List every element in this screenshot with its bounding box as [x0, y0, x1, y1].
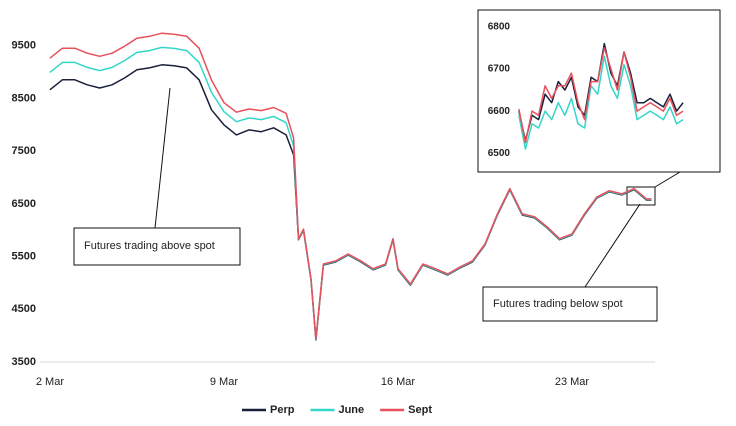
series-line: [518, 47, 684, 144]
annotation-pointer: [584, 203, 641, 288]
zoom-box: [626, 186, 656, 206]
annotation: Futures trading above spot: [84, 240, 215, 252]
y-tick-label: 6500: [488, 148, 511, 159]
y-tick-label: 6500: [12, 198, 36, 210]
annotation-box: [482, 286, 658, 322]
inset-plot: 6500 6600 6700 6800: [488, 21, 684, 159]
y-tick-label: 9500: [12, 40, 36, 52]
y-tick-label: 7500: [12, 145, 36, 157]
y-tick-label: 5500: [12, 251, 36, 263]
annotation: Futures trading below spot: [493, 298, 623, 310]
x-tick-label: 16 Mar: [381, 376, 416, 388]
zoom-connector: [654, 171, 681, 188]
y-tick-label: 8500: [12, 92, 36, 104]
main-plot: 3500 4500 5500 6500 7500 8500 9500 2 Mar 9 Mar 16…: [12, 32, 655, 416]
legend-label: June: [338, 404, 364, 416]
legend-label: Sept: [408, 404, 432, 416]
y-tick-label: 6700: [488, 64, 511, 75]
y-tick-label: 4500: [12, 303, 36, 315]
x-tick-label: 9 Mar: [210, 376, 238, 388]
y-tick-label: 6800: [488, 21, 511, 32]
annotation-pointer: [154, 87, 171, 229]
legend-label: Perp: [270, 404, 295, 416]
y-tick-label: 3500: [12, 356, 36, 368]
series-line: [518, 55, 684, 150]
x-tick-label: 2 Mar: [36, 376, 64, 388]
x-tick-label: 23 Mar: [555, 376, 590, 388]
annotation-box: [73, 227, 241, 266]
series-line: [49, 32, 652, 340]
y-tick-label: 6600: [488, 106, 511, 117]
